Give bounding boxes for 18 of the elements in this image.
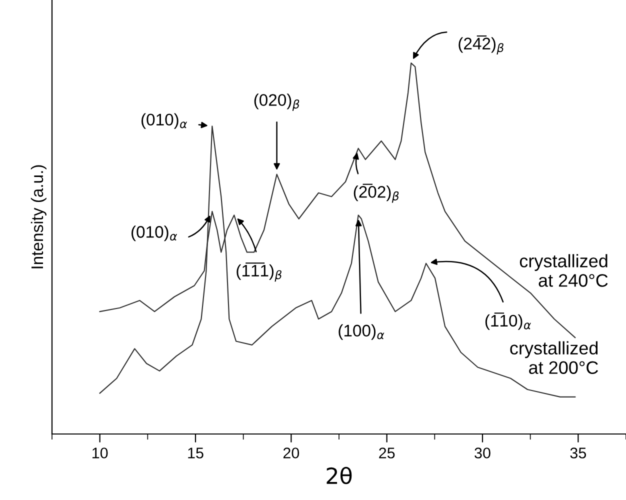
x-tick-label: 15 <box>188 448 204 458</box>
annotation: (010)$_{α}$ <box>132 226 178 242</box>
x-tick-label: 35 <box>570 448 586 458</box>
annotation: (2̅02)$_{β}$ <box>354 184 399 203</box>
annotation: (010)$_{α}$ <box>142 113 188 129</box>
annotation: (100)$_{α}$ <box>338 324 384 340</box>
annotation: (020)$_{β}$ <box>254 94 300 111</box>
x-tick-label: 30 <box>474 448 490 458</box>
x-tick-label: 20 <box>283 448 300 458</box>
x-tick-label: 25 <box>379 448 395 458</box>
series-label: crystallized at 240°C <box>520 254 608 287</box>
x-tick-label: 10 <box>92 448 108 458</box>
series-label: crystallized at 200°C <box>510 341 598 374</box>
y-axis-title: Intensity (a.u.) <box>30 165 46 268</box>
annotation: (1̅10)$_{α}$ <box>485 312 531 330</box>
annotation: (24̅2)$_{β}$ <box>458 35 504 54</box>
x-axis-title: 2θ <box>326 466 352 484</box>
annotation: (1̅1̅1)$_{β}$ <box>236 262 282 282</box>
